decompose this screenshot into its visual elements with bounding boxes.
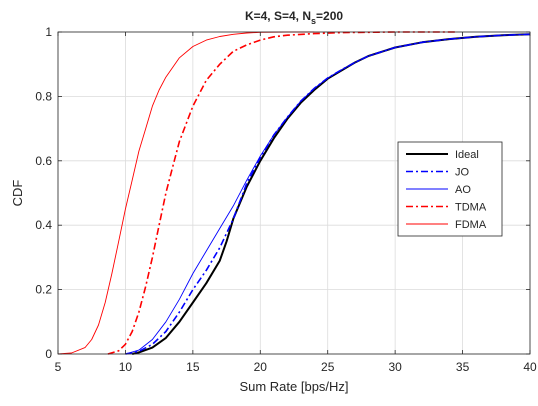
series-line-tdma (107, 31, 456, 355)
y-tick-label: 0.2 (35, 283, 52, 297)
x-tick-label: 10 (119, 360, 133, 374)
y-tick-label: 0.6 (35, 154, 52, 168)
legend-label-ao: AO (455, 184, 471, 196)
series-line-fdma (57, 31, 315, 355)
x-tick-label: 5 (55, 360, 62, 374)
x-tick-label: 15 (186, 360, 200, 374)
x-axis-label: Sum Rate [bps/Hz] (239, 379, 348, 394)
tick-labels: 5 10 15 20 25 30 35 40 0 0.2 0.4 0.6 0.8 1 (35, 25, 537, 374)
chart-title: K=4, S=4, Ns=200 (245, 9, 343, 26)
legend-label-jo: JO (455, 167, 470, 179)
x-tick-label: 30 (388, 360, 402, 374)
legend: Ideal JO AO TDMA FDMA (397, 141, 503, 237)
y-axis-label: CDF (10, 180, 25, 207)
y-tick-label: 1 (45, 25, 52, 39)
x-tick-label: 20 (254, 360, 268, 374)
y-tick-label: 0 (45, 347, 52, 361)
y-tick-label: 0.8 (35, 89, 52, 103)
x-tick-label: 40 (523, 360, 537, 374)
plot-frame (57, 31, 531, 355)
y-tick-label: 0.4 (35, 218, 52, 232)
legend-label-fdma: FDMA (455, 219, 487, 231)
x-tick-label: 25 (321, 360, 335, 374)
series-line-ao (125, 33, 531, 355)
axis-ticks (57, 31, 531, 355)
x-tick-label: 35 (456, 360, 470, 374)
legend-label-ideal: Ideal (455, 149, 479, 161)
legend-label-tdma: TDMA (455, 202, 487, 214)
series-lines (57, 31, 531, 355)
